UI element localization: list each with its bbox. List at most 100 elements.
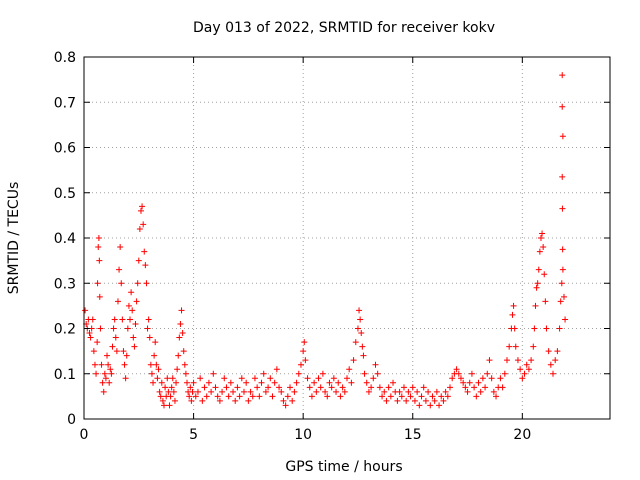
data-point [302, 357, 309, 364]
data-point [370, 375, 377, 382]
data-point [230, 388, 237, 395]
data-point [251, 375, 258, 382]
data-point [175, 352, 182, 359]
data-point [93, 370, 100, 377]
data-point [411, 397, 418, 404]
data-point [102, 375, 109, 382]
data-point [358, 330, 365, 337]
data-point [187, 384, 194, 391]
data-point [159, 397, 166, 404]
data-point [295, 370, 302, 377]
data-point [124, 325, 131, 332]
data-point [157, 393, 164, 400]
data-point [503, 357, 510, 364]
data-point [165, 388, 172, 395]
data-point [112, 334, 119, 341]
data-point [137, 207, 144, 214]
data-point [464, 388, 471, 395]
data-point [462, 384, 469, 391]
data-point [543, 325, 550, 332]
data-point [144, 325, 151, 332]
data-point [559, 72, 566, 79]
x-tick-labels: 0 5 10 15 20 [80, 427, 532, 443]
data-point [208, 388, 215, 395]
data-point [221, 375, 228, 382]
data-point [223, 384, 230, 391]
data-points [82, 72, 569, 409]
data-point [97, 325, 104, 332]
data-point [514, 357, 521, 364]
data-point [134, 280, 141, 287]
data-point [523, 361, 530, 368]
data-point [118, 280, 125, 287]
data-point [154, 375, 161, 382]
data-point [501, 370, 508, 377]
data-point [539, 230, 546, 237]
data-point [247, 388, 254, 395]
data-point [317, 384, 324, 391]
data-point [225, 393, 232, 400]
data-point [357, 316, 364, 323]
data-point [291, 388, 298, 395]
x-tick-label: 5 [189, 427, 198, 443]
data-point [559, 205, 566, 212]
data-point [116, 266, 123, 273]
data-point [554, 348, 561, 355]
data-point [517, 366, 524, 373]
data-point [528, 357, 535, 364]
data-point [407, 393, 414, 400]
data-point [113, 348, 120, 355]
data-point [438, 393, 445, 400]
data-point [95, 235, 102, 241]
data-point [262, 388, 269, 395]
y-tick-label: 0.8 [54, 50, 76, 66]
data-point [442, 388, 449, 395]
data-point [519, 375, 526, 382]
data-point [148, 370, 155, 377]
data-point [368, 384, 375, 391]
data-point [308, 393, 315, 400]
data-point [96, 257, 103, 264]
data-point [484, 370, 491, 377]
data-point [475, 379, 482, 386]
data-point [177, 320, 184, 327]
data-point [151, 352, 158, 359]
data-point [322, 388, 329, 395]
data-point [86, 330, 93, 337]
data-point [100, 388, 107, 395]
data-point [339, 384, 346, 391]
y-tick-label: 0.3 [54, 276, 76, 292]
data-point [473, 393, 480, 400]
data-point [109, 343, 116, 350]
data-point [205, 379, 212, 386]
data-point [348, 379, 355, 386]
data-point [361, 370, 368, 377]
data-point [101, 370, 108, 377]
data-point [287, 384, 294, 391]
data-point [107, 366, 114, 373]
data-point [422, 397, 429, 404]
data-point [429, 393, 436, 400]
data-point [170, 388, 177, 395]
data-point [468, 370, 475, 377]
data-point [280, 397, 287, 404]
data-point [453, 366, 460, 373]
data-point [530, 343, 537, 350]
data-point [89, 316, 96, 323]
data-point [510, 302, 517, 309]
data-point [477, 388, 484, 395]
data-point [536, 248, 543, 255]
data-point [433, 388, 440, 395]
data-point [328, 384, 335, 391]
data-point [541, 271, 548, 278]
data-point [256, 393, 263, 400]
data-point [131, 343, 138, 350]
data-point [201, 384, 208, 391]
y-tick-label: 0.4 [54, 231, 76, 247]
data-point [396, 388, 403, 395]
data-point [301, 339, 308, 346]
data-point [284, 393, 291, 400]
data-point [381, 388, 388, 395]
data-point [385, 384, 392, 391]
grid-lines [84, 57, 610, 419]
